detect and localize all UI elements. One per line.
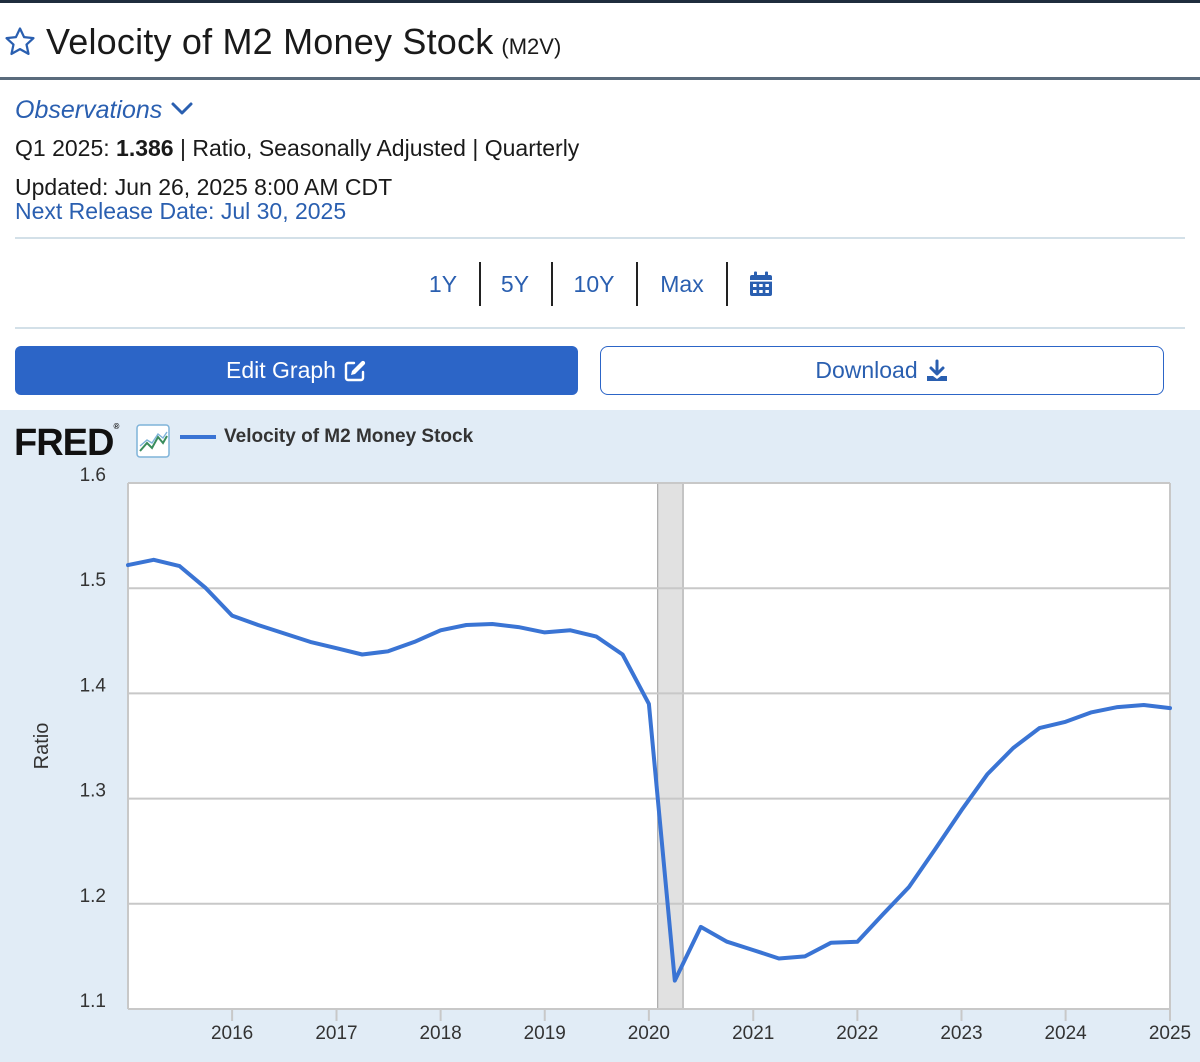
observations-toggle[interactable]: Observations xyxy=(15,96,194,125)
edit-graph-label: Edit Graph xyxy=(226,357,336,383)
divider xyxy=(15,327,1185,329)
range-1y-button[interactable]: 1Y xyxy=(428,271,458,297)
legend-label: Velocity of M2 Money Stock xyxy=(224,426,474,447)
x-tick-label: 2018 xyxy=(419,1023,461,1044)
x-tick-label: 2016 xyxy=(211,1023,253,1044)
edit-graph-button[interactable]: Edit Graph xyxy=(15,346,578,395)
edit-icon xyxy=(343,359,367,383)
updated-date: Updated: Jun 26, 2025 8:00 AM CDT xyxy=(15,174,393,200)
latest-observation: Q1 2025: 1.386 | Ratio, Seasonally Adjus… xyxy=(15,135,579,162)
y-tick-label: 1.4 xyxy=(80,675,107,696)
x-tick-label: 2025 xyxy=(1149,1023,1191,1044)
top-rule xyxy=(0,0,1200,3)
plot-area xyxy=(128,483,1170,1009)
series-header: Velocity of M2 Money Stock (M2V) xyxy=(0,14,561,70)
title-divider xyxy=(0,77,1200,80)
y-tick-label: 1.6 xyxy=(80,465,106,486)
x-tick-label: 2019 xyxy=(524,1023,566,1044)
x-tick-label: 2023 xyxy=(940,1023,982,1044)
download-label: Download xyxy=(815,357,918,383)
observation-details: | Ratio, Seasonally Adjusted | Quarterly xyxy=(179,135,580,161)
star-icon[interactable] xyxy=(0,22,40,62)
divider xyxy=(15,237,1185,239)
series-line xyxy=(126,557,1172,983)
date-range-selector: 1Y 5Y 10Y Max xyxy=(0,262,1200,306)
x-tick-label: 2022 xyxy=(836,1023,878,1044)
next-release-link[interactable]: Next Release Date: Jul 30, 2025 xyxy=(15,198,347,224)
y-tick-label: 1.3 xyxy=(80,781,106,802)
observation-value: 1.386 xyxy=(116,135,174,161)
y-tick-label: 1.5 xyxy=(80,570,106,591)
range-10y-button[interactable]: 10Y xyxy=(573,271,615,297)
download-button[interactable]: Download xyxy=(600,346,1164,395)
x-tick-label: 2020 xyxy=(628,1023,670,1044)
chart-legend: Velocity of M2 Money Stock xyxy=(180,426,473,448)
fred-logo: FRED® xyxy=(14,422,120,464)
x-tick-label: 2017 xyxy=(315,1023,357,1044)
legend-swatch xyxy=(180,435,216,439)
page-title: Velocity of M2 Money Stock xyxy=(46,21,494,62)
x-tick-label: 2021 xyxy=(732,1023,774,1044)
y-axis-label: Ratio xyxy=(31,723,53,770)
chevron-down-icon xyxy=(170,101,194,122)
range-5y-button[interactable]: 5Y xyxy=(500,271,530,297)
graph-icon[interactable] xyxy=(136,424,170,463)
separator xyxy=(636,262,638,306)
observation-period: Q1 2025: xyxy=(15,135,110,161)
separator xyxy=(479,262,481,306)
x-tick-label: 2024 xyxy=(1044,1023,1087,1044)
y-tick-label: 1.1 xyxy=(80,991,106,1012)
observations-label: Observations xyxy=(15,96,163,124)
series-id: (M2V) xyxy=(501,34,562,59)
calendar-icon[interactable] xyxy=(744,262,778,306)
separator xyxy=(551,262,553,306)
y-tick-label: 1.2 xyxy=(80,886,106,907)
range-max-button[interactable]: Max xyxy=(660,271,704,297)
fred-logo-text: FRED xyxy=(14,422,114,464)
separator xyxy=(726,262,728,306)
download-icon xyxy=(925,359,949,383)
